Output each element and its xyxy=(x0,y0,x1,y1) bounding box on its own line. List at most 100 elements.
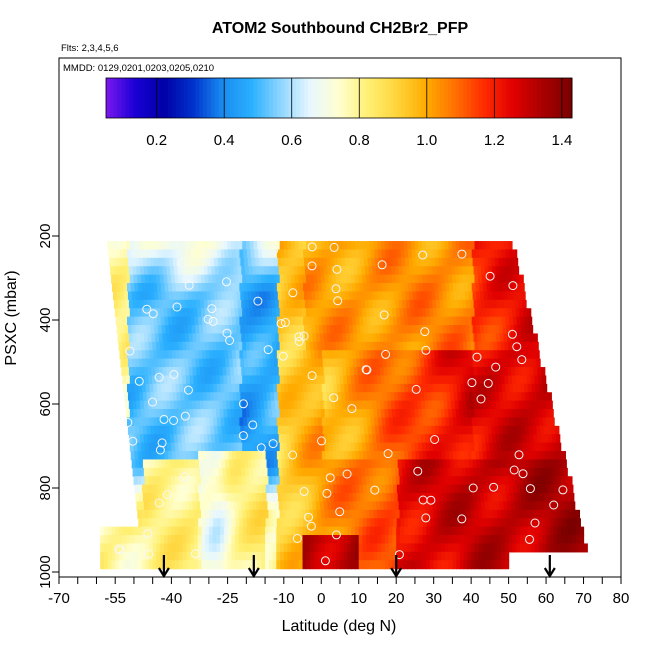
heatmap-cell xyxy=(457,459,462,469)
heatmap-cell xyxy=(511,341,517,351)
heatmap-cell xyxy=(503,299,508,309)
heatmap-cell xyxy=(322,358,328,368)
heatmap-cell xyxy=(365,274,371,284)
heatmap-cell xyxy=(497,451,503,461)
heatmap-cell xyxy=(466,467,471,477)
heatmap-cell xyxy=(279,241,285,251)
heatmap-cell xyxy=(508,526,513,536)
heatmap-cell xyxy=(322,257,328,267)
heatmap-cell xyxy=(288,451,293,461)
heatmap-cell xyxy=(316,501,321,511)
heatmap-cell xyxy=(454,367,460,377)
heatmap-cell xyxy=(214,392,219,402)
heatmap-cell xyxy=(504,442,509,452)
heatmap-cell xyxy=(437,551,442,561)
heatmap-cell xyxy=(328,409,333,419)
heatmap-cell xyxy=(482,283,488,293)
heatmap-cell xyxy=(246,526,251,536)
heatmap-cell xyxy=(538,526,543,536)
heatmap-cell xyxy=(478,409,483,419)
heatmap-cell xyxy=(156,409,161,419)
heatmap-cell xyxy=(349,367,355,377)
heatmap-cell xyxy=(201,341,206,351)
heatmap-cell xyxy=(274,325,279,335)
heatmap-cell xyxy=(428,299,433,309)
heatmap-cell xyxy=(160,383,166,393)
heatmap-cell xyxy=(469,299,475,309)
heatmap-cell xyxy=(363,358,369,368)
colorbar-segment xyxy=(540,78,546,118)
heatmap-cell xyxy=(355,417,360,427)
heatmap-cell xyxy=(448,551,453,561)
heatmap-cell xyxy=(454,501,460,511)
heatmap-cell xyxy=(220,518,226,528)
arrow-head xyxy=(543,567,556,579)
heatmap-cell xyxy=(408,257,414,267)
heatmap-cell xyxy=(248,434,254,444)
heatmap-cell xyxy=(328,509,333,519)
heatmap-cell xyxy=(482,383,488,393)
heatmap-cell xyxy=(387,333,392,343)
heatmap-cell xyxy=(393,459,399,469)
heatmap-cell xyxy=(344,484,349,494)
heatmap-cell xyxy=(191,425,196,435)
heatmap-cell xyxy=(302,560,307,570)
heatmap-cell xyxy=(231,484,237,494)
colorbar-segment xyxy=(175,78,181,118)
heatmap-cell xyxy=(254,283,259,293)
heatmap-cell xyxy=(237,367,242,377)
heatmap-cell xyxy=(529,467,535,477)
heatmap-cell xyxy=(273,451,278,461)
heatmap-cell xyxy=(483,493,489,503)
heatmap-cell xyxy=(432,501,437,511)
heatmap-cell xyxy=(526,442,532,452)
heatmap-cell xyxy=(244,291,249,301)
heatmap-cell xyxy=(507,333,512,343)
heatmap-cell xyxy=(131,291,137,301)
heatmap-cell xyxy=(221,493,226,503)
heatmap-cell xyxy=(166,467,171,477)
heatmap-cell xyxy=(134,417,139,427)
heatmap-cell xyxy=(459,476,464,486)
heatmap-cell xyxy=(366,350,372,360)
heatmap-cell xyxy=(215,509,221,519)
heatmap-cell xyxy=(549,476,554,486)
heatmap-cell xyxy=(122,551,128,561)
heatmap-cell xyxy=(276,526,281,536)
heatmap-cell xyxy=(331,299,336,309)
heatmap-cell xyxy=(516,316,522,326)
heatmap-cell xyxy=(330,425,335,435)
heatmap-cell xyxy=(158,400,164,410)
heatmap-cell xyxy=(257,526,262,536)
heatmap-cell xyxy=(270,493,275,503)
heatmap-cell xyxy=(414,375,419,385)
heatmap-cell xyxy=(472,257,477,267)
heatmap-cell xyxy=(458,333,463,343)
heatmap-cell xyxy=(393,518,398,528)
heatmap-cell xyxy=(178,375,183,385)
heatmap-cell xyxy=(467,274,472,284)
heatmap-cell xyxy=(404,518,409,528)
heatmap-cell xyxy=(111,551,116,561)
heatmap-cell xyxy=(301,299,306,309)
heatmap-cell xyxy=(295,484,300,494)
heatmap-cell xyxy=(461,493,466,503)
heatmap-cell xyxy=(157,493,163,503)
heatmap-cell xyxy=(287,509,292,519)
heatmap-cell xyxy=(103,551,109,561)
heatmap-cell xyxy=(182,341,187,351)
heatmap-cell xyxy=(293,266,299,276)
heatmap-cell xyxy=(280,350,285,360)
heatmap-cell xyxy=(239,350,244,360)
heatmap-cell xyxy=(345,325,350,335)
heatmap-cell xyxy=(409,434,415,444)
heatmap-cell xyxy=(403,476,408,486)
heatmap-cell xyxy=(163,409,168,419)
heatmap-cell xyxy=(382,493,388,503)
heatmap-cell xyxy=(282,400,287,410)
heatmap-cell xyxy=(324,476,329,486)
colorbar-segment xyxy=(129,78,134,118)
heatmap-cell xyxy=(206,493,211,503)
heatmap-cell xyxy=(401,257,406,267)
heatmap-cell xyxy=(261,417,267,427)
